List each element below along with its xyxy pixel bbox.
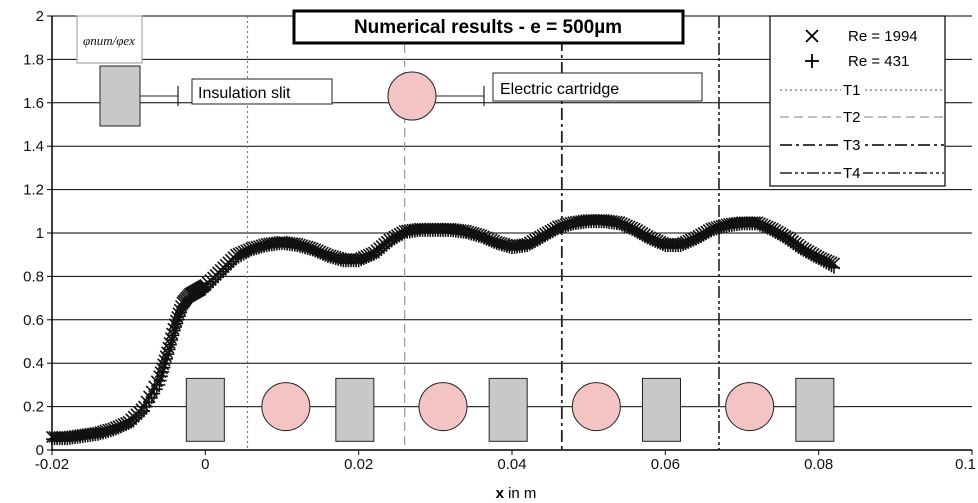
legend-label: Re = 431	[848, 53, 909, 70]
x-axis-label: x in m	[496, 485, 537, 502]
y-tick-label: 0.4	[23, 355, 44, 372]
y-tick-label: 1.2	[23, 182, 44, 199]
strip-slit	[795, 377, 835, 442]
y-tick-label: 1.4	[23, 138, 44, 155]
strip-cartridge	[418, 382, 468, 432]
electric-cartridge-label: Electric cartridge	[500, 81, 619, 98]
y-tick-label: 1.6	[23, 95, 44, 112]
data-points	[45, 213, 841, 446]
legend-label: Re = 1994	[848, 28, 918, 45]
strip-slit	[335, 377, 375, 442]
legend-label: T4	[843, 165, 861, 182]
strip-cartridge	[261, 382, 311, 432]
axes	[47, 15, 973, 455]
tick-labels: 00.20.40.60.811.21.41.61.82-0.02 0 0.02 0.0…	[23, 8, 976, 473]
legend-label: T1	[843, 82, 861, 99]
x-tick-label: 0	[201, 456, 209, 473]
top-schematic: Insulation slit Electric cartridge	[99, 65, 703, 127]
y-tick-label: 0.8	[23, 268, 44, 285]
y-tick-label: 1.8	[23, 51, 44, 68]
strip-slit	[642, 377, 681, 442]
legend-label-bg	[841, 164, 863, 182]
legend-symbol-x	[805, 29, 819, 43]
chart-title: Numerical results - e = 500µm	[354, 17, 622, 38]
ylabel-box: φnum/φex	[76, 15, 143, 64]
x-tick-label: 0.02	[344, 456, 373, 473]
x-axis-label-bold: x	[496, 485, 505, 502]
x-tick-label: 0.08	[804, 456, 833, 473]
bottom-component-strip	[182, 377, 842, 442]
y-tick-label: 0	[36, 442, 44, 459]
legend-label-bg	[841, 81, 863, 99]
x-tick-label: 0.1	[955, 456, 976, 473]
legend-label-bg	[841, 108, 863, 126]
strip-cartridge	[571, 382, 621, 432]
title-box: Numerical results - e = 500µm	[292, 9, 685, 45]
electric-cartridge-symbol	[387, 71, 437, 121]
x-tick-label: 0.04	[497, 456, 526, 473]
y-tick-label: 0.2	[23, 399, 44, 416]
y-tick-label: 2	[36, 8, 44, 25]
insulation-slit-label: Insulation slit	[198, 85, 291, 102]
x-tick-label: -0.02	[35, 456, 69, 473]
x-tick-label: 0.06	[651, 456, 680, 473]
legend: Re = 1994 Re = 431 T1 T2 T3 T4	[769, 15, 946, 187]
strip-slit	[185, 377, 225, 442]
x-axis-label-rest: in m	[504, 485, 537, 502]
y-tick-label: 0.6	[23, 312, 44, 329]
y-axis-label: φnum/φex	[83, 33, 135, 48]
legend-label-bg	[841, 136, 863, 154]
legend-label: T2	[843, 109, 861, 126]
insulation-slit-symbol	[99, 65, 141, 127]
legend-label: T3	[843, 137, 861, 154]
strip-cartridge	[725, 382, 775, 432]
y-tick-label: 1	[36, 225, 44, 242]
strip-slit	[488, 377, 528, 442]
